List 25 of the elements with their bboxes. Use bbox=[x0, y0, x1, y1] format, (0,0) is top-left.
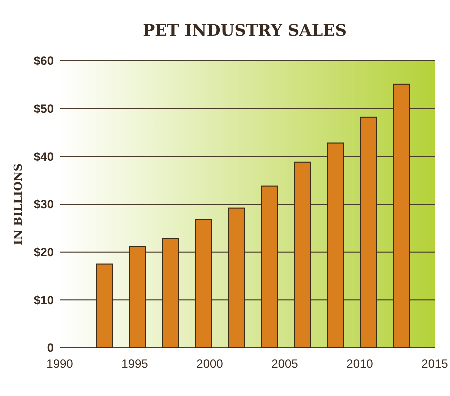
y-tick-label: $10 bbox=[34, 293, 54, 308]
bar bbox=[360, 116, 378, 348]
y-tick-label: $30 bbox=[34, 198, 54, 212]
bar bbox=[228, 208, 246, 348]
chart-title: PET INDUSTRY SALES bbox=[143, 21, 347, 40]
y-tick-label: $50 bbox=[34, 102, 54, 116]
bar bbox=[162, 238, 180, 348]
bar bbox=[96, 264, 114, 348]
x-tick-label: 2015 bbox=[422, 357, 449, 371]
y-tick-label: 0 bbox=[47, 341, 54, 356]
bar bbox=[328, 142, 344, 348]
bar bbox=[294, 162, 312, 348]
x-tick-label: 1990 bbox=[46, 357, 74, 371]
y-tick-label: $60 bbox=[34, 54, 54, 68]
y-tick-label: $20 bbox=[34, 246, 54, 260]
y-tick-label: $40 bbox=[34, 150, 54, 164]
x-tick-label: 2010 bbox=[346, 357, 374, 371]
x-tick-label: 1995 bbox=[122, 357, 149, 371]
y-axis-title: IN BILLIONS bbox=[12, 164, 25, 246]
bar bbox=[394, 84, 410, 348]
bar bbox=[262, 186, 278, 348]
x-tick-label: 2005 bbox=[272, 357, 299, 371]
bar bbox=[130, 246, 146, 348]
x-tick-label: 2000 bbox=[196, 357, 224, 371]
bar bbox=[196, 219, 212, 348]
